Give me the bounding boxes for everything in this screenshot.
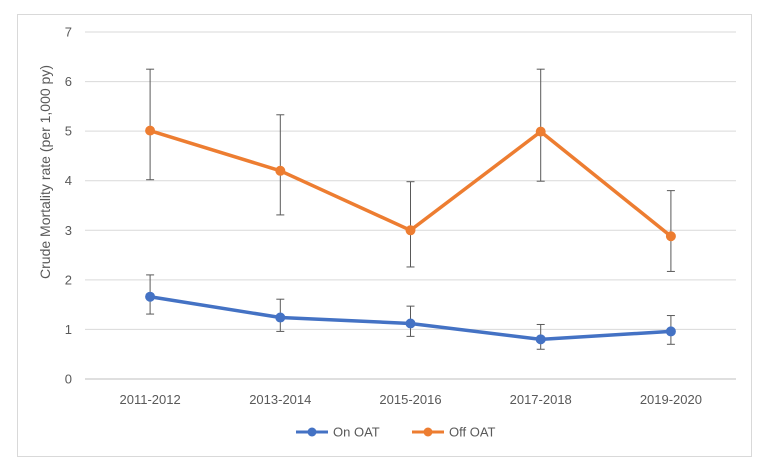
data-point [535,334,546,345]
series-points [145,125,676,345]
x-tick-label: 2011-2012 [119,392,180,407]
y-tick-label: 7 [65,25,72,40]
gridlines [85,31,736,380]
error-bar [146,68,155,181]
data-point [405,318,416,329]
legend: On OAT Off OAT [296,425,496,440]
data-point [145,125,156,136]
legend-label: On OAT [333,425,380,440]
data-point [145,291,156,302]
y-tick-label: 0 [65,372,72,387]
data-point [275,165,286,176]
x-tick-label: 2017-2018 [510,392,572,407]
chart-frame [17,14,752,457]
legend-marker [307,427,317,437]
y-tick-label: 5 [65,124,72,139]
y-axis-label: Crude Mortality rate (per 1,000 py) [37,65,53,279]
legend-label: Off OAT [449,425,496,440]
x-tick-label: 2015-2016 [379,392,441,407]
error-bar [406,181,415,268]
y-tick-label: 4 [65,173,72,188]
y-tick-labels: 0 1 2 3 4 5 6 7 [65,25,72,387]
legend-item: On OAT [296,425,380,440]
x-tick-label: 2019-2020 [640,392,702,407]
data-point [405,225,416,236]
data-point [665,231,676,242]
x-tick-label: 2013-2014 [249,392,311,407]
x-tick-labels: 2011-2012 2013-2014 2015-2016 2017-2018 2019… [119,392,701,407]
legend-marker [423,427,433,437]
legend-item: Off OAT [412,425,496,440]
y-tick-label: 3 [65,223,72,238]
error-bar [276,114,285,216]
error-bar [666,190,675,272]
y-tick-label: 1 [65,322,72,337]
error-bar [536,68,545,182]
y-tick-label: 2 [65,272,72,287]
y-tick-label: 6 [65,74,72,89]
data-point [275,312,286,323]
data-point [535,126,546,137]
data-point [665,326,676,337]
